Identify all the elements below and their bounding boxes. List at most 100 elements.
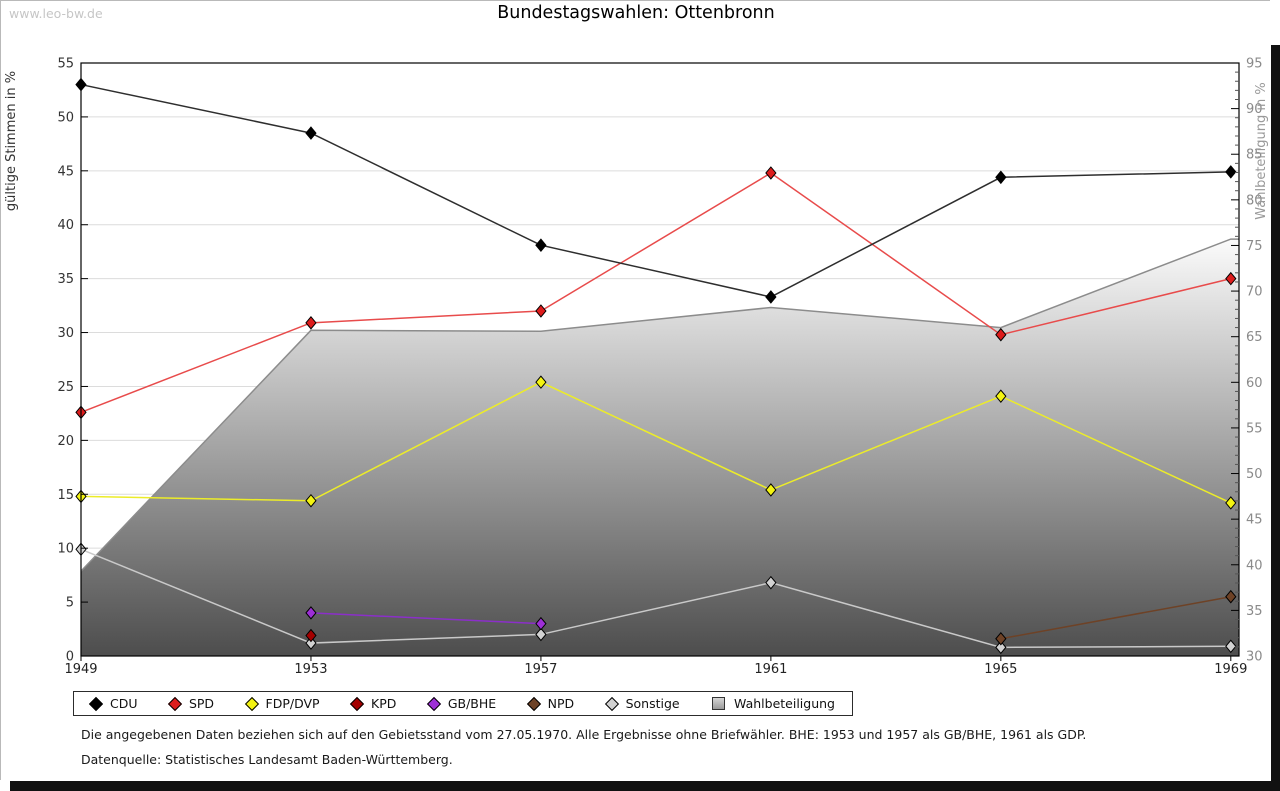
footnote-gebietsstand: Die angegebenen Daten beziehen sich auf … — [81, 727, 1087, 742]
page-title: Bundestagswahlen: Ottenbronn — [497, 3, 775, 23]
data-point-spd — [535, 304, 547, 318]
data-point-spd — [305, 316, 317, 330]
left-axis-tick-label: 0 — [66, 650, 74, 665]
diamond-marker-icon — [88, 696, 104, 711]
data-point-cdu — [995, 170, 1007, 185]
left-axis-tick-label: 30 — [57, 326, 74, 341]
left-axis-tick-label: 50 — [57, 110, 74, 125]
right-axis-tick-label: 80 — [1246, 193, 1263, 208]
data-point-npd — [1225, 589, 1237, 604]
right-axis-tick-label: 40 — [1246, 558, 1263, 573]
diamond-marker-icon — [526, 696, 541, 711]
diamond-marker-icon — [426, 696, 441, 711]
turnout-area-edge — [80, 238, 1239, 572]
legend-item-fdp-dvp: FDP/DVP — [244, 696, 320, 711]
diamond-marker-icon — [349, 696, 365, 711]
square-marker-icon — [712, 697, 726, 710]
data-point-spd — [765, 166, 777, 180]
legend-item-spd: SPD — [167, 696, 215, 711]
legend-item-npd: NPD — [526, 696, 575, 711]
left-axis-tick-label: 20 — [57, 434, 74, 449]
right-axis-tick-label: 30 — [1246, 650, 1263, 665]
data-point-kpd — [305, 628, 317, 643]
data-point-sonstige — [1225, 639, 1237, 654]
legend-item-cdu: CDU — [88, 696, 138, 711]
right-axis-title: Wahlbeteiligung in % — [1254, 82, 1269, 219]
data-point-fdp/dvp — [1225, 496, 1237, 510]
x-axis-tick-label: 1961 — [754, 662, 787, 677]
left-axis-tick-label: 55 — [57, 57, 74, 72]
data-point-fdp/dvp — [765, 483, 777, 497]
legend-label: Wahlbeteiligung — [734, 696, 835, 711]
legend-item-wahlbeteiligung: Wahlbeteiligung — [712, 696, 835, 711]
legend-label: GB/BHE — [447, 696, 497, 711]
x-axis-tick-label: 1957 — [524, 662, 557, 677]
diamond-marker-icon — [244, 696, 259, 711]
legend-item-kpd: KPD — [349, 696, 397, 711]
legend-label: Sonstige — [625, 696, 680, 711]
legend: CDU SPD FDP/DVP KPD GB/BHE NPD Sonstige Wahlbet… — [73, 691, 853, 716]
data-point-cdu — [535, 238, 547, 252]
data-point-sonstige — [535, 627, 547, 642]
left-axis-tick-label: 45 — [57, 164, 74, 179]
watermark: www.leo-bw.de — [9, 6, 103, 21]
series-line-cdu — [80, 83, 1231, 298]
right-axis-tick-label: 55 — [1246, 421, 1263, 436]
legend-item-sonstige: Sonstige — [604, 696, 680, 711]
shadow-right — [1271, 45, 1280, 791]
data-point-sonstige — [765, 575, 777, 590]
right-axis-tick-label: 90 — [1246, 102, 1263, 117]
data-point-spd — [995, 327, 1007, 342]
left-axis-tick-label: 5 — [66, 596, 74, 611]
data-point-gb/bhe — [535, 616, 547, 631]
data-point-cdu — [1225, 165, 1237, 179]
data-point-fdp/dvp — [305, 493, 317, 508]
data-point-cdu — [305, 126, 317, 140]
plot-frame — [80, 62, 1240, 657]
right-axis-tick-label: 95 — [1246, 57, 1263, 72]
left-axis-tick-label: 40 — [57, 218, 74, 233]
series-line-npd — [1000, 595, 1231, 640]
right-axis-tick-label: 70 — [1246, 285, 1263, 300]
x-axis-tick-label: 1969 — [1214, 662, 1247, 677]
right-axis-tick-label: 65 — [1246, 330, 1263, 345]
chart-canvas: www.leo-bw.de Bundestagswahlen: Ottenbro… — [0, 0, 1270, 780]
chart-svg: 0 5 10 15 20 25 30 35 40 45 50 55 30 35 40 45 50 55 60 65 70… — [4, 57, 1269, 678]
right-axis-tick-label: 75 — [1246, 239, 1263, 254]
data-point-cdu — [765, 290, 777, 304]
x-axis-tick-label: 1949 — [64, 662, 97, 677]
legend-label: SPD — [188, 696, 215, 711]
data-point-fdp/dvp — [995, 389, 1007, 403]
right-axis-tick-label: 50 — [1246, 467, 1263, 482]
legend-label: FDP/DVP — [265, 696, 320, 711]
right-axis-tick-label: 60 — [1246, 376, 1263, 391]
series-line-gb/bhe — [310, 612, 541, 625]
left-axis-tick-label: 35 — [57, 272, 74, 287]
legend-label: CDU — [110, 696, 138, 711]
data-point-npd — [995, 631, 1007, 646]
right-axis-tick-label: 35 — [1246, 604, 1263, 619]
series-line-spd — [80, 172, 1231, 414]
right-axis-tick-label: 85 — [1246, 148, 1263, 163]
turnout-area — [81, 239, 1239, 656]
diamond-marker-icon — [167, 696, 183, 711]
legend-label: NPD — [547, 696, 575, 711]
x-axis-tick-label: 1965 — [984, 662, 1017, 677]
left-axis-tick-label: 25 — [57, 380, 74, 395]
left-axis-title: gültige Stimmen in % — [4, 71, 19, 211]
left-axis-tick-label: 15 — [57, 488, 74, 503]
series-line-sonstige — [80, 548, 1231, 649]
right-axis-tick-label: 45 — [1246, 513, 1263, 528]
diamond-marker-icon — [604, 696, 619, 711]
data-point-gb/bhe — [305, 606, 317, 620]
data-point-fdp/dvp — [535, 375, 547, 389]
series-line-fdp/dvp — [80, 381, 1232, 504]
data-point-spd — [1225, 271, 1237, 286]
footnote-datenquelle: Datenquelle: Statistisches Landesamt Bad… — [81, 752, 453, 767]
legend-label: KPD — [371, 696, 397, 711]
shadow-bottom — [10, 781, 1280, 791]
left-axis-tick-label: 10 — [57, 542, 74, 557]
x-axis-tick-label: 1953 — [294, 662, 327, 677]
legend-item-gb-bhe: GB/BHE — [426, 696, 497, 711]
